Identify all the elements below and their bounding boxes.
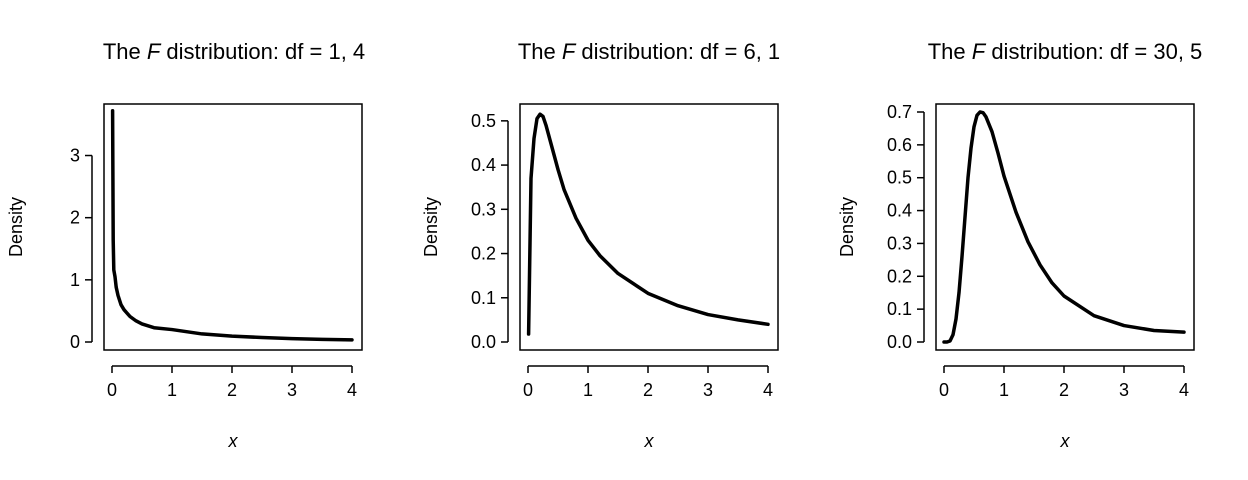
chart-panel-1: The F distribution: df = 1, 4 0 1 2 3 4 0 1 2 3 x D… [6, 39, 365, 451]
x-tick-label: 3 [287, 380, 297, 400]
y-tick-label: 0.1 [471, 288, 496, 308]
y-tick-label: 0.4 [471, 155, 496, 175]
plot-frame [935, 103, 1195, 351]
y-tick-label: 0.6 [887, 135, 912, 155]
y-tick-label: 0.5 [887, 168, 912, 188]
y-tick-label: 0 [70, 332, 80, 352]
y-tick-label: 0.3 [471, 199, 496, 219]
x-axis-label: x [228, 431, 239, 451]
chart-title-prefix: The [103, 39, 147, 64]
chart-title: The F distribution: df = 6, 1 [518, 39, 780, 64]
x-tick-label: 2 [227, 380, 237, 400]
chart-title-italic: F [562, 39, 577, 64]
y-axis-label: Density [837, 197, 857, 257]
x-axis-label: x [644, 431, 655, 451]
density-curve [526, 112, 770, 336]
x-tick-label: 2 [1059, 380, 1069, 400]
plot-frame [519, 103, 779, 351]
density-curve [110, 109, 354, 342]
y-tick-label: 0.0 [887, 332, 912, 352]
y-axis-label: Density [6, 197, 26, 257]
y-tick-label: 1 [70, 270, 80, 290]
y-tick-label: 0.0 [471, 332, 496, 352]
x-tick-label: 2 [643, 380, 653, 400]
y-tick-label: 0.3 [887, 233, 912, 253]
y-tick-label: 0.4 [887, 201, 912, 221]
x-tick-label: 0 [107, 380, 117, 400]
plot-frame [103, 103, 363, 351]
x-tick-label: 4 [347, 380, 357, 400]
x-axis-label: x [1060, 431, 1071, 451]
y-tick-label: 0.1 [887, 299, 912, 319]
x-tick-label: 1 [999, 380, 1009, 400]
y-tick-label: 0.5 [471, 111, 496, 131]
y-tick-label: 2 [70, 208, 80, 228]
x-tick-label: 0 [523, 380, 533, 400]
y-tick-label: 0.7 [887, 102, 912, 122]
y-axis-label: Density [421, 197, 441, 257]
x-tick-label: 4 [1179, 380, 1189, 400]
chart-title-suffix: distribution: df = 30, 5 [985, 39, 1202, 64]
x-tick-label: 3 [703, 380, 713, 400]
chart-title-italic: F [972, 39, 987, 64]
chart-title-suffix: distribution: df = 6, 1 [575, 39, 780, 64]
x-tick-label: 1 [167, 380, 177, 400]
y-tick-label: 0.2 [887, 266, 912, 286]
chart-title: The F distribution: df = 30, 5 [928, 39, 1203, 64]
chart-title-prefix: The [518, 39, 562, 64]
chart-title: The F distribution: df = 1, 4 [103, 39, 365, 64]
density-curve [942, 110, 1186, 344]
chart-title-italic: F [147, 39, 162, 64]
y-tick-label: 0.2 [471, 244, 496, 264]
y-tick-label: 3 [70, 146, 80, 166]
chart-title-prefix: The [928, 39, 972, 64]
chart-panel-2: The F distribution: df = 6, 1 0 1 2 3 4 0.0 0.1… [421, 39, 780, 451]
x-tick-label: 1 [583, 380, 593, 400]
x-tick-label: 3 [1119, 380, 1129, 400]
chart-title-suffix: distribution: df = 1, 4 [160, 39, 365, 64]
chart-panel-3: The F distribution: df = 30, 5 0 1 2 3 4 0.0 0.… [837, 39, 1202, 451]
x-tick-label: 4 [763, 380, 773, 400]
x-tick-label: 0 [939, 380, 949, 400]
